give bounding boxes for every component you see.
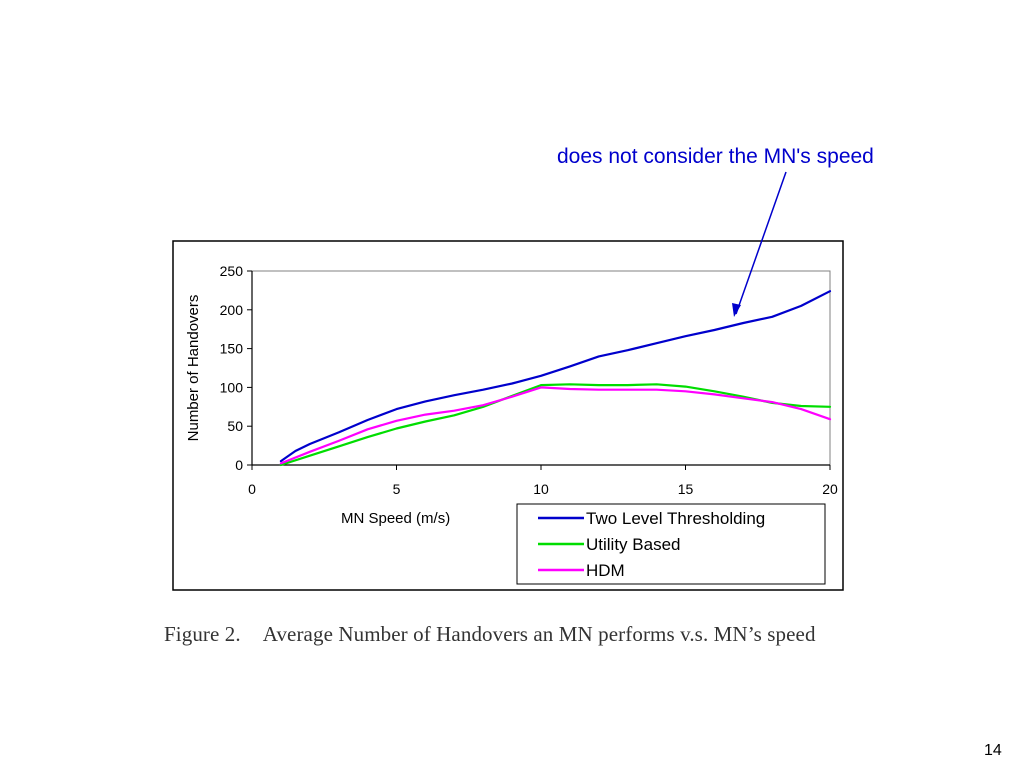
x-tick-label: 20 — [822, 481, 838, 497]
y-tick-label: 200 — [220, 302, 244, 318]
x-tick-label: 10 — [533, 481, 549, 497]
series-line-1 — [279, 290, 832, 463]
figure-caption-text: Average Number of Handovers an MN perfor… — [262, 622, 816, 646]
x-axis-title: MN Speed (m/s) — [341, 510, 450, 527]
series-line-2 — [279, 383, 832, 467]
legend-label: Two Level Thresholding — [586, 509, 765, 528]
x-tick-label: 5 — [393, 481, 401, 497]
y-tick-label: 250 — [220, 263, 244, 279]
legend-label: Utility Based — [586, 535, 680, 554]
y-tick-label: 50 — [227, 418, 243, 434]
series-line-3 — [279, 386, 832, 465]
axes: 0 50 100 150 200 250 0 5 10 15 20 — [220, 263, 838, 497]
annotation-callout: does not consider the MN's speed — [557, 145, 874, 168]
legend: Two Level Thresholding Utility Based HDM — [516, 503, 826, 585]
figure-label: Figure 2. — [164, 622, 241, 646]
y-tick-label: 150 — [220, 341, 244, 357]
y-axis-title: Number of Handovers — [185, 295, 202, 442]
annotation-arrow-head — [732, 303, 741, 317]
series-lines — [279, 290, 832, 467]
y-tick-label: 0 — [235, 457, 243, 473]
annotation-arrow-shaft — [735, 171, 787, 315]
plot-area — [251, 270, 831, 466]
legend-label: HDM — [586, 561, 625, 580]
page-number: 14 — [984, 742, 1002, 759]
figure-caption: Figure 2. Average Number of Handovers an … — [164, 622, 816, 647]
x-tick-label: 15 — [678, 481, 694, 497]
x-tick-label: 0 — [248, 481, 256, 497]
y-tick-label: 100 — [220, 379, 244, 395]
